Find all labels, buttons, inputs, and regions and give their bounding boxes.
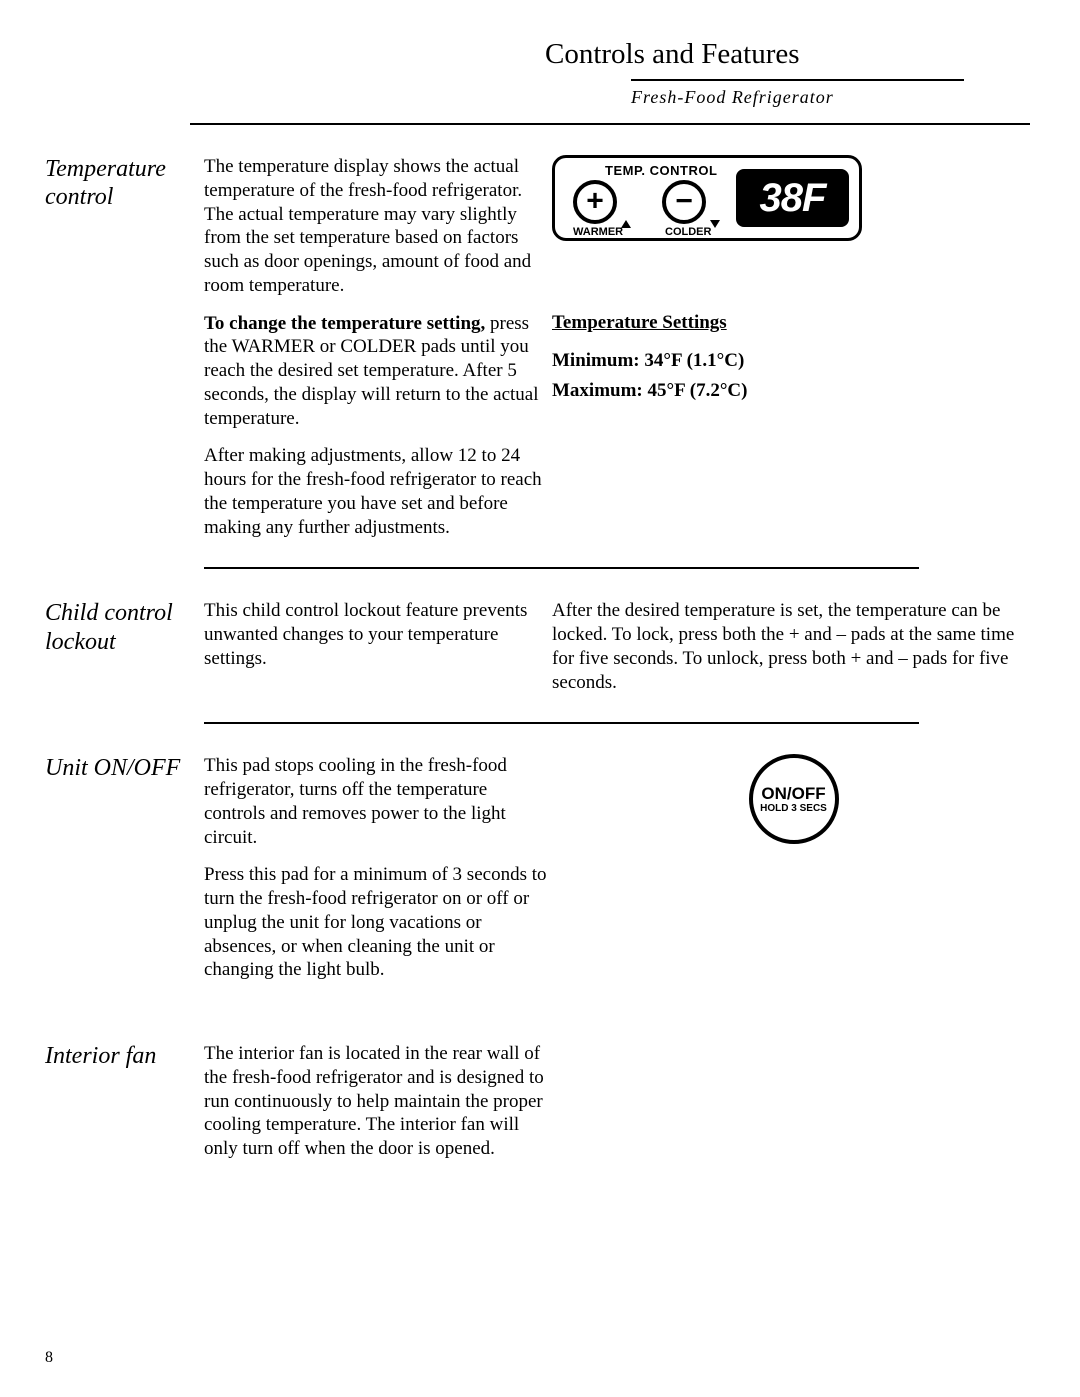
- unit-onoff-p1: This pad stops cooling in the fresh-food…: [204, 754, 548, 849]
- temp-settings-max: Maximum: 45°F (7.2°C): [552, 379, 1035, 403]
- panel-title: TEMP. CONTROL: [605, 163, 717, 179]
- onoff-button[interactable]: ON/OFF HOLD 3 SECS: [749, 754, 839, 844]
- child-lockout-right: After the desired temperature is set, th…: [550, 599, 1035, 694]
- temp-control-p2-bold: To change the temperature setting,: [204, 313, 485, 334]
- child-lockout-p2: After the desired temperature is set, th…: [552, 599, 1035, 694]
- section-interior-fan: Interior fan The interior fan is located…: [45, 982, 1035, 1161]
- down-arrow-icon: [710, 220, 720, 228]
- interior-fan-p1: The interior fan is located in the rear …: [204, 1042, 548, 1161]
- page-subtitle: Fresh-Food Refrigerator: [631, 87, 1035, 108]
- temp-control-panel: TEMP. CONTROL + − WARMER COLDER 38F: [552, 155, 862, 241]
- temp-display-value: 38F: [760, 176, 826, 220]
- unit-onoff-p2: Press this pad for a minimum of 3 second…: [204, 863, 548, 982]
- section-unit-onoff: Unit ON/OFF This pad stops cooling in th…: [45, 724, 1035, 982]
- onoff-sub-label: HOLD 3 SECS: [760, 804, 827, 814]
- side-label-interior-fan: Interior fan: [45, 1042, 204, 1161]
- side-label-unit-onoff: Unit ON/OFF: [45, 754, 204, 982]
- minus-icon: −: [675, 186, 693, 216]
- unit-onoff-right: ON/OFF HOLD 3 SECS: [550, 754, 1035, 982]
- section-child-lockout: Child control lockout This child control…: [45, 569, 1035, 694]
- temp-settings-block: Temperature Settings Minimum: 34°F (1.1°…: [552, 311, 1035, 402]
- onoff-main-label: ON/OFF: [761, 785, 825, 802]
- temp-display: 38F: [736, 169, 849, 227]
- header-rule: [631, 79, 964, 81]
- colder-button[interactable]: −: [662, 180, 706, 224]
- temp-settings-heading: Temperature Settings: [552, 311, 1035, 335]
- temp-control-p2: To change the temperature setting, press…: [204, 312, 548, 431]
- temp-control-left: The temperature display shows the actual…: [204, 155, 550, 539]
- interior-fan-right: [550, 1042, 1035, 1161]
- colder-label: COLDER: [665, 226, 711, 240]
- side-label-temp-control: Temperature control: [45, 155, 204, 539]
- section-temp-control: Temperature control The temperature disp…: [45, 125, 1035, 539]
- child-lockout-p1: This child control lockout feature preve…: [204, 599, 548, 670]
- child-lockout-left: This child control lockout feature preve…: [204, 599, 550, 694]
- warmer-button[interactable]: +: [573, 180, 617, 224]
- temp-settings-min: Minimum: 34°F (1.1°C): [552, 349, 1035, 373]
- warmer-label: WARMER: [573, 226, 623, 240]
- temp-control-p3: After making adjustments, allow 12 to 24…: [204, 444, 548, 539]
- page-header: Controls and Features Fresh-Food Refrige…: [545, 38, 1035, 108]
- side-label-child-lockout: Child control lockout: [45, 599, 204, 694]
- plus-icon: +: [586, 186, 604, 216]
- interior-fan-left: The interior fan is located in the rear …: [204, 1042, 550, 1161]
- page-title: Controls and Features: [545, 38, 1035, 71]
- unit-onoff-left: This pad stops cooling in the fresh-food…: [204, 754, 550, 982]
- page-number: 8: [45, 1349, 53, 1367]
- temp-control-p1: The temperature display shows the actual…: [204, 155, 548, 298]
- temp-control-right: TEMP. CONTROL + − WARMER COLDER 38F Temp…: [550, 155, 1035, 539]
